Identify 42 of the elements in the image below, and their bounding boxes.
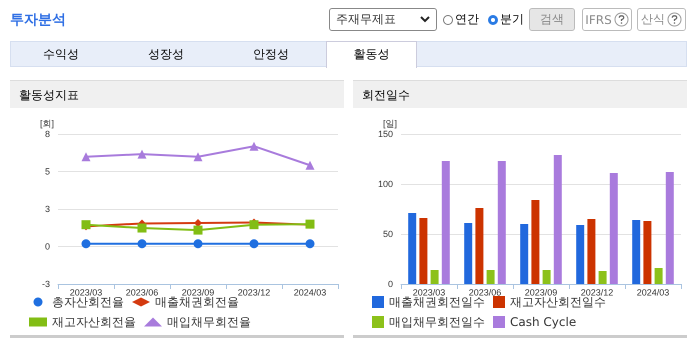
y-tick-label: 5: [44, 166, 50, 176]
x-tick-label: 2023/06: [468, 288, 502, 298]
text: 연간: [455, 11, 479, 28]
x-tick-label: 2023/03: [70, 288, 102, 298]
y-tick-label: 150: [378, 129, 393, 139]
text: 활동성: [326, 41, 417, 68]
legend-label: 매입채무회전율: [167, 315, 251, 329]
legend-label: 총자산회전율: [52, 295, 124, 309]
legend-label: 매입채무회전일수: [389, 315, 485, 329]
chart-title: 회전일수: [353, 80, 687, 108]
x-tick-label: 2023/03: [412, 288, 446, 298]
x-tick-label: 2023/12: [580, 288, 614, 298]
legend-label: 재고자산회전일수: [510, 295, 606, 309]
text: 산식: [641, 11, 665, 28]
x-tick-label: 2024/03: [636, 288, 670, 298]
y-tick-label: 0: [388, 279, 393, 289]
x-tick-label: 2023/09: [182, 288, 214, 298]
text: 수익성: [42, 46, 80, 63]
chart-title: 활동성지표: [10, 80, 344, 108]
text: 안정성: [252, 46, 290, 63]
x-tick-label: 2023/12: [238, 288, 270, 298]
text: 주재무제표: [336, 11, 396, 28]
text: 검색: [529, 8, 575, 31]
x-tick-label: 2023/06: [126, 288, 158, 298]
y-tick-label: 50: [382, 229, 393, 239]
y-tick-label: 0: [44, 242, 50, 252]
text: IFRS: [585, 12, 612, 26]
text: 투자분석: [10, 11, 66, 29]
legend-label: 매출채권회전율: [155, 295, 239, 309]
x-tick-label: 2024/03: [294, 288, 326, 298]
y-axis-title: [회]: [40, 118, 54, 128]
y-axis-title: [일]: [382, 118, 397, 128]
legend-label: Cash Cycle: [510, 315, 576, 329]
y-tick-label: 8: [44, 129, 50, 139]
legend-label: 재고자산회전율: [52, 315, 136, 329]
legend-label: 매출채권회전일수: [389, 295, 485, 309]
text: 분기: [500, 11, 524, 28]
text: 성장성: [147, 46, 185, 63]
y-tick-label: 3: [44, 204, 50, 214]
x-tick-label: 2023/09: [524, 288, 558, 298]
y-tick-label: -3: [42, 279, 50, 289]
y-tick-label: 100: [378, 179, 393, 189]
